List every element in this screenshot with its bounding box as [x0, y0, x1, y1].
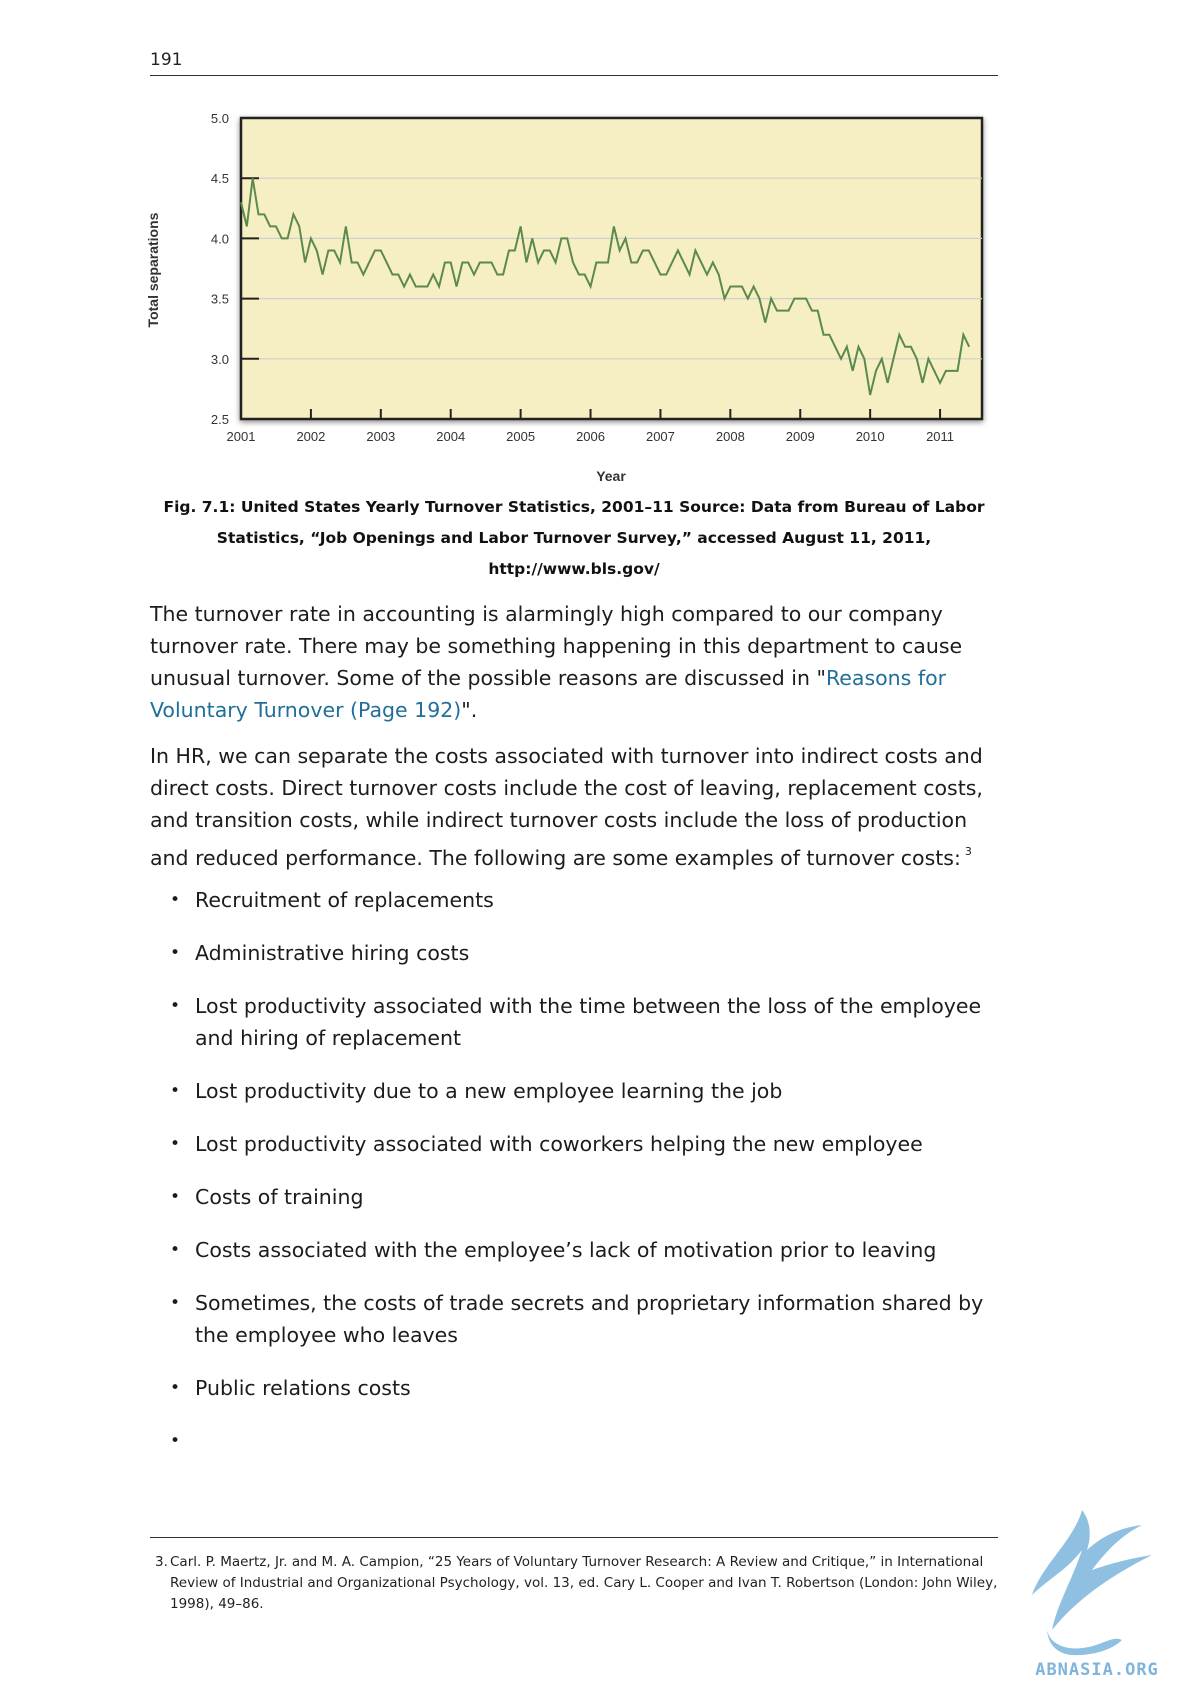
- list-item-text: Recruitment of replacements: [195, 888, 494, 912]
- list-item: • Costs associated with the employee’s la…: [150, 1234, 1000, 1266]
- x-tick-label: 2005: [506, 429, 535, 444]
- paragraph-2: In HR, we can separate the costs associa…: [150, 740, 1000, 874]
- list-item: • Administrative hiring costs: [150, 937, 1000, 969]
- x-tick-label: 2010: [856, 429, 885, 444]
- y-axis-ticks: 2.5 3.0 3.5 4.0 4.5 5.0: [211, 111, 259, 427]
- turnover-line-chart: 2.53.03.54.04.55.0 2001 2002 2003 2004 2005 2…: [146, 111, 984, 484]
- x-tick-label: 2009: [786, 429, 815, 444]
- pegasus-wing-icon: [1032, 1510, 1152, 1656]
- page-number: 191: [150, 50, 183, 70]
- paragraph-1: The turnover rate in accounting is alarm…: [150, 598, 1000, 726]
- header-rule: [150, 75, 998, 76]
- x-tick-label: 2006: [576, 429, 605, 444]
- bullet-icon: •: [170, 943, 181, 963]
- bullet-icon: •: [170, 1378, 181, 1398]
- list-item-text: Sometimes, the costs of trade secrets an…: [195, 1291, 984, 1347]
- x-tick-label: 2002: [296, 429, 325, 444]
- x-tick-label: 2008: [716, 429, 745, 444]
- bullet-icon: •: [170, 1081, 181, 1101]
- list-item: • Lost productivity associated with the t…: [150, 990, 1000, 1054]
- paragraph-2-text: In HR, we can separate the costs associa…: [150, 744, 983, 870]
- footnote: 3. Carl. P. Maertz, Jr. and M. A. Campio…: [150, 1552, 1000, 1615]
- bullet-icon: •: [170, 1187, 181, 1207]
- y-tick-label: 4.0: [211, 231, 229, 246]
- y-axis-label: Total separations: [146, 212, 161, 327]
- figure-caption: Fig. 7.1: United States Yearly Turnover …: [163, 498, 985, 578]
- y-tick-label: 3.5: [211, 292, 229, 307]
- list-item: • Recruitment of replacements: [150, 884, 1000, 916]
- list-item-text: Costs of training: [195, 1185, 364, 1209]
- series-line: [240, 178, 971, 396]
- footnote-number: 3.: [155, 1554, 168, 1570]
- x-tick-label: 2003: [366, 429, 395, 444]
- y-tick-label: 5.0: [211, 111, 229, 126]
- footnote-text: Carl. P. Maertz, Jr. and M. A. Campion, …: [170, 1554, 998, 1612]
- plot-area: [239, 116, 984, 421]
- list-item: • Lost productivity due to a new employee…: [150, 1075, 1000, 1107]
- list-item-text: Lost productivity due to a new employee …: [195, 1079, 783, 1103]
- y-tick-label: 3.0: [211, 352, 229, 367]
- x-axis-ticks: 2001 2002 2003 2004 2005 2006 2007 2008 2009 2010…: [227, 409, 954, 444]
- footnote-rule: [150, 1537, 998, 1538]
- paragraph-1-end: ".: [461, 698, 478, 722]
- x-tick-label: 2011: [926, 429, 954, 444]
- x-axis-label: Year: [596, 468, 626, 484]
- turnover-costs-list: • Recruitment of replacements • Administrat…: [150, 884, 1000, 1451]
- x-tick-label: 2004: [436, 429, 465, 444]
- body-text: The turnover rate in accounting is alarm…: [150, 598, 1000, 888]
- bullet-icon: •: [170, 1431, 181, 1451]
- x-tick-label: 2001: [227, 429, 256, 444]
- list-item: • Public relations costs: [150, 1372, 1000, 1404]
- footnote-ref[interactable]: 3: [964, 845, 972, 858]
- bullet-icon: •: [170, 890, 181, 910]
- list-item: • Lost productivity associated with cowor…: [150, 1128, 1000, 1160]
- bullet-icon: •: [170, 1240, 181, 1260]
- watermark-logo: ABNASIA.ORG: [1032, 1510, 1159, 1680]
- list-item: • Sometimes, the costs of trade secrets a…: [150, 1287, 1000, 1351]
- list-item-text: Lost productivity associated with the ti…: [195, 994, 982, 1050]
- bullet-icon: •: [170, 996, 181, 1016]
- y-tick-label: 2.5: [211, 412, 229, 427]
- paragraph-1-text: The turnover rate in accounting is alarm…: [150, 602, 963, 690]
- list-item-text: Lost productivity associated with cowork…: [195, 1132, 923, 1156]
- list-item-text: Public relations costs: [195, 1376, 411, 1400]
- list-item-text: Administrative hiring costs: [195, 941, 470, 965]
- x-tick-label: 2007: [646, 429, 675, 444]
- list-item: • Costs of training: [150, 1181, 1000, 1213]
- y-tick-label: 4.5: [211, 171, 229, 186]
- bullet-icon: •: [170, 1293, 181, 1313]
- watermark-text: ABNASIA.ORG: [1035, 1660, 1159, 1680]
- list-item-text: Costs associated with the employee’s lac…: [195, 1238, 937, 1262]
- reasons-for-voluntary-turnover-link[interactable]: Reasons for Voluntary Turnover (Page 192…: [150, 666, 947, 722]
- bullet-icon: •: [170, 1134, 181, 1154]
